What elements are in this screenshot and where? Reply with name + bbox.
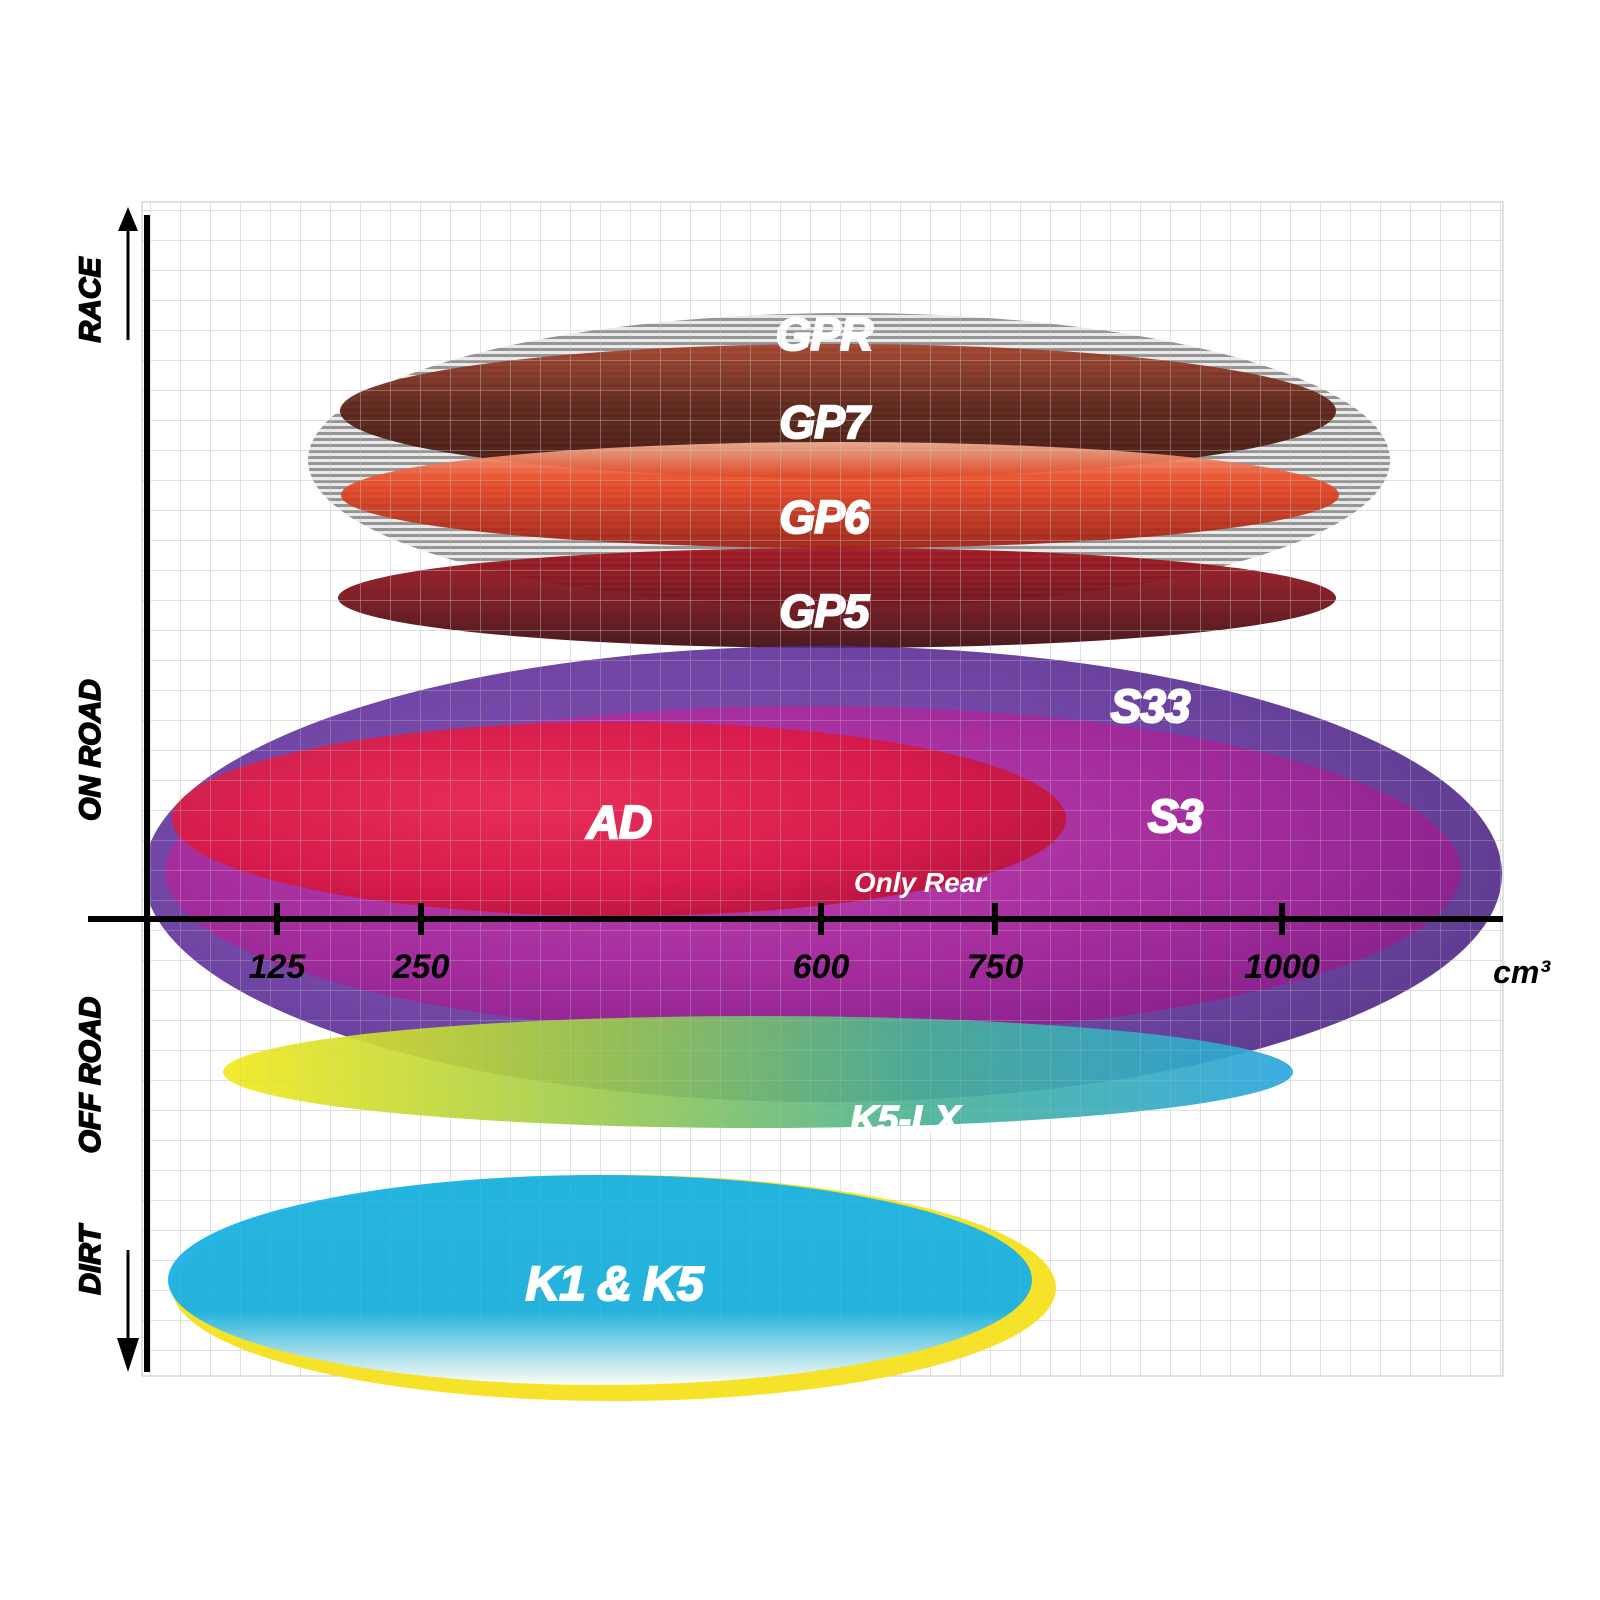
svg-text:K1 & K5: K1 & K5	[525, 1258, 704, 1311]
svg-text:cm³: cm³	[1493, 954, 1551, 990]
svg-text:RACE: RACE	[74, 257, 107, 343]
svg-text:OFF ROAD: OFF ROAD	[74, 997, 107, 1154]
svg-text:750: 750	[967, 948, 1024, 986]
svg-text:DIRT: DIRT	[74, 1223, 107, 1295]
svg-text:1000: 1000	[1244, 948, 1320, 986]
svg-text:125: 125	[249, 948, 307, 986]
svg-text:250: 250	[392, 948, 450, 986]
svg-text:600: 600	[793, 948, 850, 986]
svg-text:ON ROAD: ON ROAD	[74, 679, 107, 821]
